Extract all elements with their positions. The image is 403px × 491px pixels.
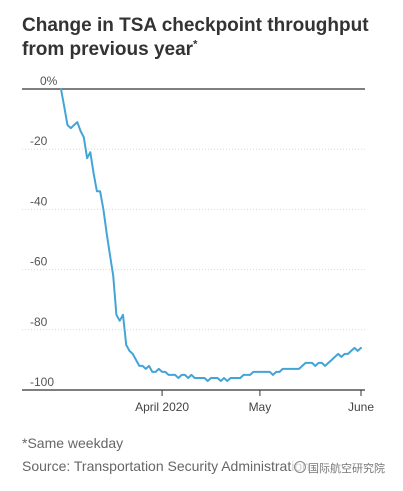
y-tick-label: 0% [40, 74, 58, 88]
chart-title: Change in TSA checkpoint throughput from… [22, 15, 369, 60]
y-tick-label: -60 [30, 255, 48, 269]
watermark-text: 国际航空研究院 [308, 463, 385, 475]
wechat-icon [294, 461, 306, 473]
y-tick-label: -100 [30, 375, 54, 389]
y-tick-label: -20 [30, 134, 48, 148]
source-note: Source: Transportation Security Administ… [22, 458, 310, 474]
series-line [60, 88, 362, 382]
title-footnote-mark: * [193, 38, 198, 51]
x-tick-label: June [348, 400, 374, 414]
y-tick-label: -80 [30, 315, 48, 329]
x-tick-label: April 2020 [135, 400, 189, 414]
footnote: *Same weekday [22, 435, 124, 451]
y-tick-label: -40 [30, 194, 48, 208]
x-tick-label: May [249, 400, 272, 414]
watermark: 国际航空研究院 [292, 459, 387, 477]
